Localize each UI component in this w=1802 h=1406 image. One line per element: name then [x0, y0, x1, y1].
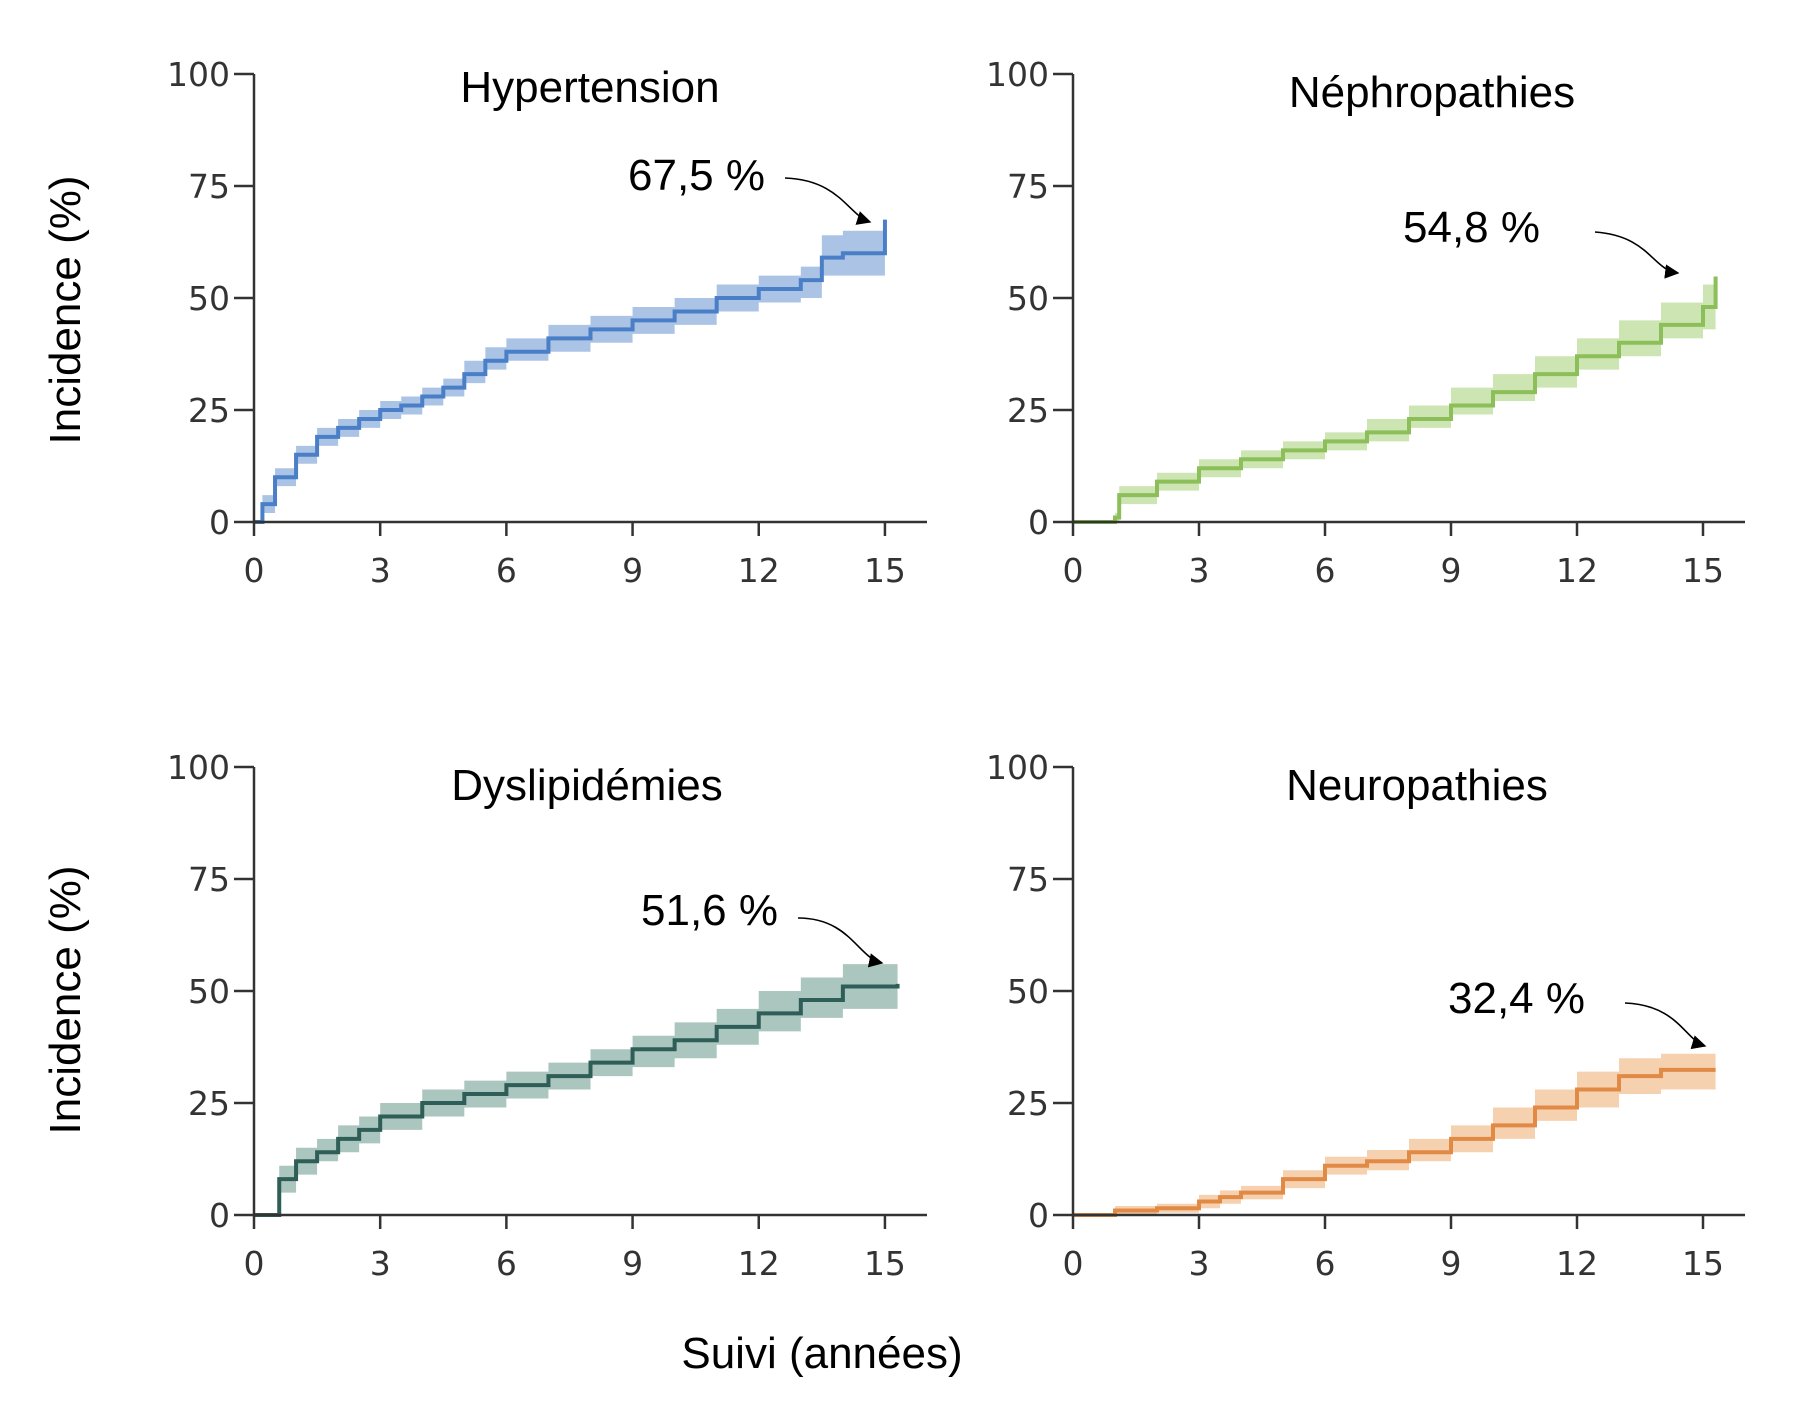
- x-tick-label-2-4: 12: [738, 1244, 780, 1283]
- x-tick-label-0-2: 6: [496, 551, 517, 590]
- x-tick-label-3-1: 3: [1189, 1244, 1210, 1283]
- y-axis-label-top: Incidence (%): [41, 175, 90, 444]
- x-tick-label-1-2: 6: [1315, 551, 1336, 590]
- y-tick-label-2-3: 75: [188, 860, 230, 899]
- x-tick-label-1-1: 3: [1189, 551, 1210, 590]
- annotation-arrow-2: [797, 917, 884, 968]
- y-tick-label-3-2: 50: [1007, 972, 1049, 1011]
- x-tick-label-2-1: 3: [370, 1244, 391, 1283]
- x-tick-label-1-3: 9: [1441, 551, 1462, 590]
- x-tick-label-0-5: 15: [864, 551, 906, 590]
- y-tick-label-2-4: 100: [167, 748, 230, 787]
- y-tick-label-3-3: 75: [1007, 860, 1049, 899]
- x-tick-label-1-5: 15: [1682, 551, 1724, 590]
- y-tick-label-1-3: 75: [1007, 167, 1049, 206]
- y-tick-label-3-0: 0: [1028, 1196, 1049, 1235]
- y-tick-label-2-1: 25: [188, 1084, 230, 1123]
- y-tick-label-0-4: 100: [167, 55, 230, 94]
- annotation-arrow-0: [784, 177, 872, 225]
- series-line-2: [254, 983, 900, 1217]
- x-tick-label-3-2: 6: [1315, 1244, 1336, 1283]
- confidence-band-2: [254, 959, 898, 1215]
- panel-title-0: Hypertension: [460, 63, 719, 112]
- y-tick-label-1-1: 25: [1007, 391, 1049, 430]
- x-tick-label-1-0: 0: [1063, 551, 1084, 590]
- annotation-arrow-3: [1624, 1002, 1707, 1050]
- x-tick-label-3-0: 0: [1063, 1244, 1084, 1283]
- y-axis-label-bottom: Incidence (%): [41, 865, 90, 1134]
- x-tick-label-0-1: 3: [370, 551, 391, 590]
- x-tick-label-0-4: 12: [738, 551, 780, 590]
- panel-title-2: Dyslipidémies: [451, 761, 722, 810]
- series-line-3: [1073, 1067, 1716, 1217]
- y-tick-label-2-0: 0: [209, 1196, 230, 1235]
- confidence-band-0: [254, 177, 885, 523]
- x-tick-label-2-3: 9: [622, 1244, 643, 1283]
- x-tick-label-2-0: 0: [244, 1244, 265, 1283]
- final-value-label-0: 67,5 %: [628, 151, 765, 200]
- x-tick-label-2-5: 15: [864, 1244, 906, 1283]
- series-line-0: [254, 219, 887, 524]
- final-value-label-2: 51,6 %: [641, 886, 778, 935]
- confidence-band-3: [1073, 1049, 1716, 1215]
- y-tick-label-1-2: 50: [1007, 279, 1049, 318]
- x-tick-label-3-4: 12: [1556, 1244, 1598, 1283]
- annotation-arrow-1: [1594, 231, 1680, 279]
- y-tick-label-3-4: 100: [986, 748, 1049, 787]
- final-value-label-1: 54,8 %: [1403, 203, 1540, 252]
- panel-title-3: Neuropathies: [1286, 761, 1548, 810]
- y-tick-label-0-1: 25: [188, 391, 230, 430]
- x-tick-label-0-0: 0: [244, 551, 265, 590]
- y-tick-label-0-2: 50: [188, 279, 230, 318]
- x-tick-label-0-3: 9: [622, 551, 643, 590]
- x-tick-label-2-2: 6: [496, 1244, 517, 1283]
- final-value-label-3: 32,4 %: [1448, 974, 1585, 1023]
- x-axis-label: Suivi (années): [681, 1329, 962, 1378]
- x-tick-label-3-5: 15: [1682, 1244, 1724, 1283]
- y-tick-label-1-0: 0: [1028, 503, 1049, 542]
- confidence-band-1: [1073, 235, 1716, 522]
- x-tick-label-3-3: 9: [1441, 1244, 1462, 1283]
- y-tick-label-2-2: 50: [188, 972, 230, 1011]
- x-tick-label-1-4: 12: [1556, 551, 1598, 590]
- series-line-1: [1073, 276, 1718, 524]
- y-tick-label-0-0: 0: [209, 503, 230, 542]
- y-tick-label-3-1: 25: [1007, 1084, 1049, 1123]
- y-tick-label-0-3: 75: [188, 167, 230, 206]
- y-tick-label-1-4: 100: [986, 55, 1049, 94]
- panel-title-1: Néphropathies: [1289, 68, 1575, 117]
